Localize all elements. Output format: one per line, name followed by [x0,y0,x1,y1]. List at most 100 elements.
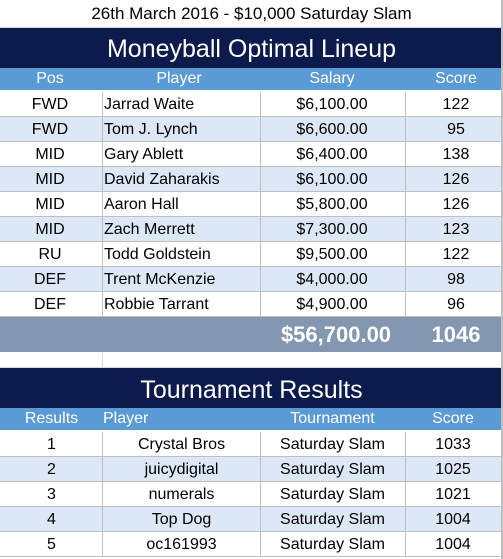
lineup-row: MID Aaron Hall $5,800.00 126 [0,192,503,217]
cell-divider [405,142,406,167]
cell-divider [260,117,261,142]
results-cell-tournament: Saturday Slam [280,536,385,553]
lineup-cell-score: 126 [442,171,470,188]
lineup-cell-player: David Zaharakis [104,171,220,188]
cell-divider [102,192,103,217]
cell-divider [102,457,103,482]
col-header-player: Player [156,70,202,87]
cell-divider [260,267,261,292]
page-title: 26th March 2016 - $10,000 Saturday Slam [0,0,503,28]
lineup-cell-player: Todd Goldstein [104,246,211,263]
results-row: 5 oc161993 Saturday Slam 1004 [0,532,503,557]
lineup-cell-salary: $5,800.00 [296,196,368,213]
results-cell-tournament: Saturday Slam [280,486,385,503]
results-cell-rank: 4 [47,511,56,528]
lineup-row: MID Gary Ablett $6,400.00 138 [0,142,503,167]
lineup-cell-salary: $4,000.00 [296,271,368,288]
results-cell-tournament: Saturday Slam [280,461,385,478]
cell-divider [102,117,103,142]
col-header-salary: Salary [309,70,355,87]
col-header-score: Score [435,70,477,87]
lineup-cell-salary: $6,100.00 [296,96,368,113]
cell-divider [102,292,103,317]
cell-divider [405,482,406,507]
lineup-cell-pos: MID [35,146,65,163]
cell-divider [405,267,406,292]
results-cell-score: 1004 [435,511,471,528]
lineup-cell-score: 95 [447,121,465,138]
cell-divider [260,482,261,507]
cell-divider [405,217,406,242]
cell-divider [260,142,261,167]
cell-divider [260,532,261,557]
lineup-cell-player: Robbie Tarrant [104,296,209,313]
lineup-cell-score: 123 [442,221,470,238]
lineup-cell-score: 126 [442,196,470,213]
col-header-pos: Pos [36,70,64,87]
lineup-cell-player: Zach Merrett [104,221,195,238]
cell-divider [102,242,103,267]
total-score: 1046 [431,322,481,347]
cell-divider [260,292,261,317]
cell-divider [260,92,261,117]
cell-divider [405,532,406,557]
lineup-cell-player: Gary Ablett [104,146,184,163]
lineup-cell-salary: $9,500.00 [296,246,368,263]
results-cell-rank: 5 [47,536,56,553]
cell-divider [260,217,261,242]
results-cell-player: Top Dog [151,511,212,528]
lineup-row: MID David Zaharakis $6,100.00 126 [0,167,503,192]
lineup-row: FWD Tom J. Lynch $6,600.00 95 [0,117,503,142]
results-cell-player: Crystal Bros [137,436,226,453]
lineup-cell-salary: $4,900.00 [296,296,368,313]
lineup-row: DEF Robbie Tarrant $4,900.00 96 [0,292,503,317]
results-cell-tournament: Saturday Slam [280,511,385,528]
results-cell-tournament: Saturday Slam [280,436,385,453]
lineup-total-row: $56,700.00 1046 [0,317,503,352]
lineup-cell-pos: FWD [31,96,69,113]
results-row: 1 Crystal Bros Saturday Slam 1033 [0,432,503,457]
cell-divider [260,192,261,217]
lineup-cell-score: 122 [442,246,470,263]
lineup-cell-score: 96 [447,296,465,313]
lineup-cell-score: 122 [442,96,470,113]
results-row: 3 numerals Saturday Slam 1021 [0,482,503,507]
cell-divider [102,507,103,532]
results-cell-rank: 3 [47,486,56,503]
lineup-cell-pos: MID [35,221,65,238]
cell-divider [405,192,406,217]
cell-divider [260,167,261,192]
col-header-result-score: Score [432,410,474,427]
lineup-cell-salary: $6,600.00 [296,121,368,138]
sheet-right-border [501,0,503,559]
cell-divider [260,432,261,457]
spacer-divider [102,352,103,368]
results-cell-player: oc161993 [146,536,217,553]
cell-divider [102,482,103,507]
col-header-tournament: Tournament [290,410,375,427]
cell-divider [102,167,103,192]
results-cell-score: 1033 [435,436,471,453]
lineup-cell-player: Aaron Hall [104,196,179,213]
lineup-cell-player: Tom J. Lynch [104,121,198,138]
lineup-cell-salary: $7,300.00 [296,221,368,238]
cell-divider [260,507,261,532]
cell-divider [102,142,103,167]
results-row: 4 Top Dog Saturday Slam 1004 [0,507,503,532]
cell-divider [405,507,406,532]
lineup-row: MID Zach Merrett $7,300.00 123 [0,217,503,242]
lineup-heading: Moneyball Optimal Lineup [0,28,503,68]
cell-divider [102,432,103,457]
cell-divider [405,432,406,457]
col-header-result-player: Player [103,410,149,427]
results-heading: Tournament Results [0,368,503,408]
spacer-row [0,352,503,368]
results-row: 2 juicydigital Saturday Slam 1025 [0,457,503,482]
cell-divider [260,242,261,267]
lineup-cell-score: 98 [447,271,465,288]
col-header-results: Results [24,410,79,427]
lineup-cell-pos: FWD [31,121,69,138]
results-cell-rank: 1 [47,436,56,453]
cell-divider [260,457,261,482]
results-cell-score: 1004 [435,536,471,553]
